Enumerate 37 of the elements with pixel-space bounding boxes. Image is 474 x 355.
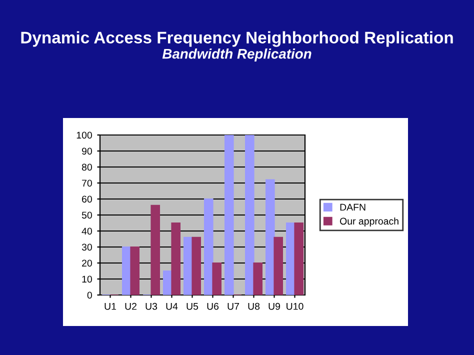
y-tick-label: 80 <box>82 164 92 171</box>
legend-label: Our approach <box>340 217 398 227</box>
x-tick-label: U9 <box>268 302 280 310</box>
bar <box>130 246 140 295</box>
bar <box>150 204 160 295</box>
bar <box>224 135 234 295</box>
bar <box>204 198 214 295</box>
x-tick-label: U10 <box>286 302 304 310</box>
y-tick-label: 30 <box>82 244 92 251</box>
chart-title: Dynamic Access Frequency Neighborhood Replication <box>21 31 453 47</box>
x-tick-label: U7 <box>228 302 239 310</box>
bar <box>253 262 263 295</box>
y-tick-label: 50 <box>82 212 92 219</box>
x-tick-label: U3 <box>146 302 158 310</box>
bar <box>274 236 284 295</box>
y-tick-label: 10 <box>82 276 92 283</box>
bar <box>171 222 181 295</box>
x-tick-label: U8 <box>248 302 260 310</box>
chart-subtitle: Bandwidth Replication <box>162 48 312 62</box>
bar <box>192 236 202 295</box>
x-tick-label: U5 <box>186 302 198 310</box>
legend-label: DAFN <box>340 204 366 211</box>
y-tick-label: 70 <box>82 180 92 187</box>
y-tick-label: 0 <box>87 292 92 299</box>
y-tick-label: 20 <box>82 260 92 267</box>
x-tick-label: U1 <box>104 302 116 310</box>
bar <box>265 179 275 295</box>
y-tick-label: 60 <box>82 196 92 203</box>
bar <box>244 135 254 295</box>
x-tick-label: U6 <box>207 302 219 310</box>
x-tick-label: U2 <box>125 302 136 310</box>
bar <box>212 262 222 295</box>
y-tick-label: 100 <box>76 132 92 139</box>
y-tick-label: 90 <box>82 148 92 155</box>
bar <box>294 222 304 295</box>
y-tick-label: 40 <box>82 228 92 235</box>
x-tick-label: U4 <box>166 302 178 310</box>
